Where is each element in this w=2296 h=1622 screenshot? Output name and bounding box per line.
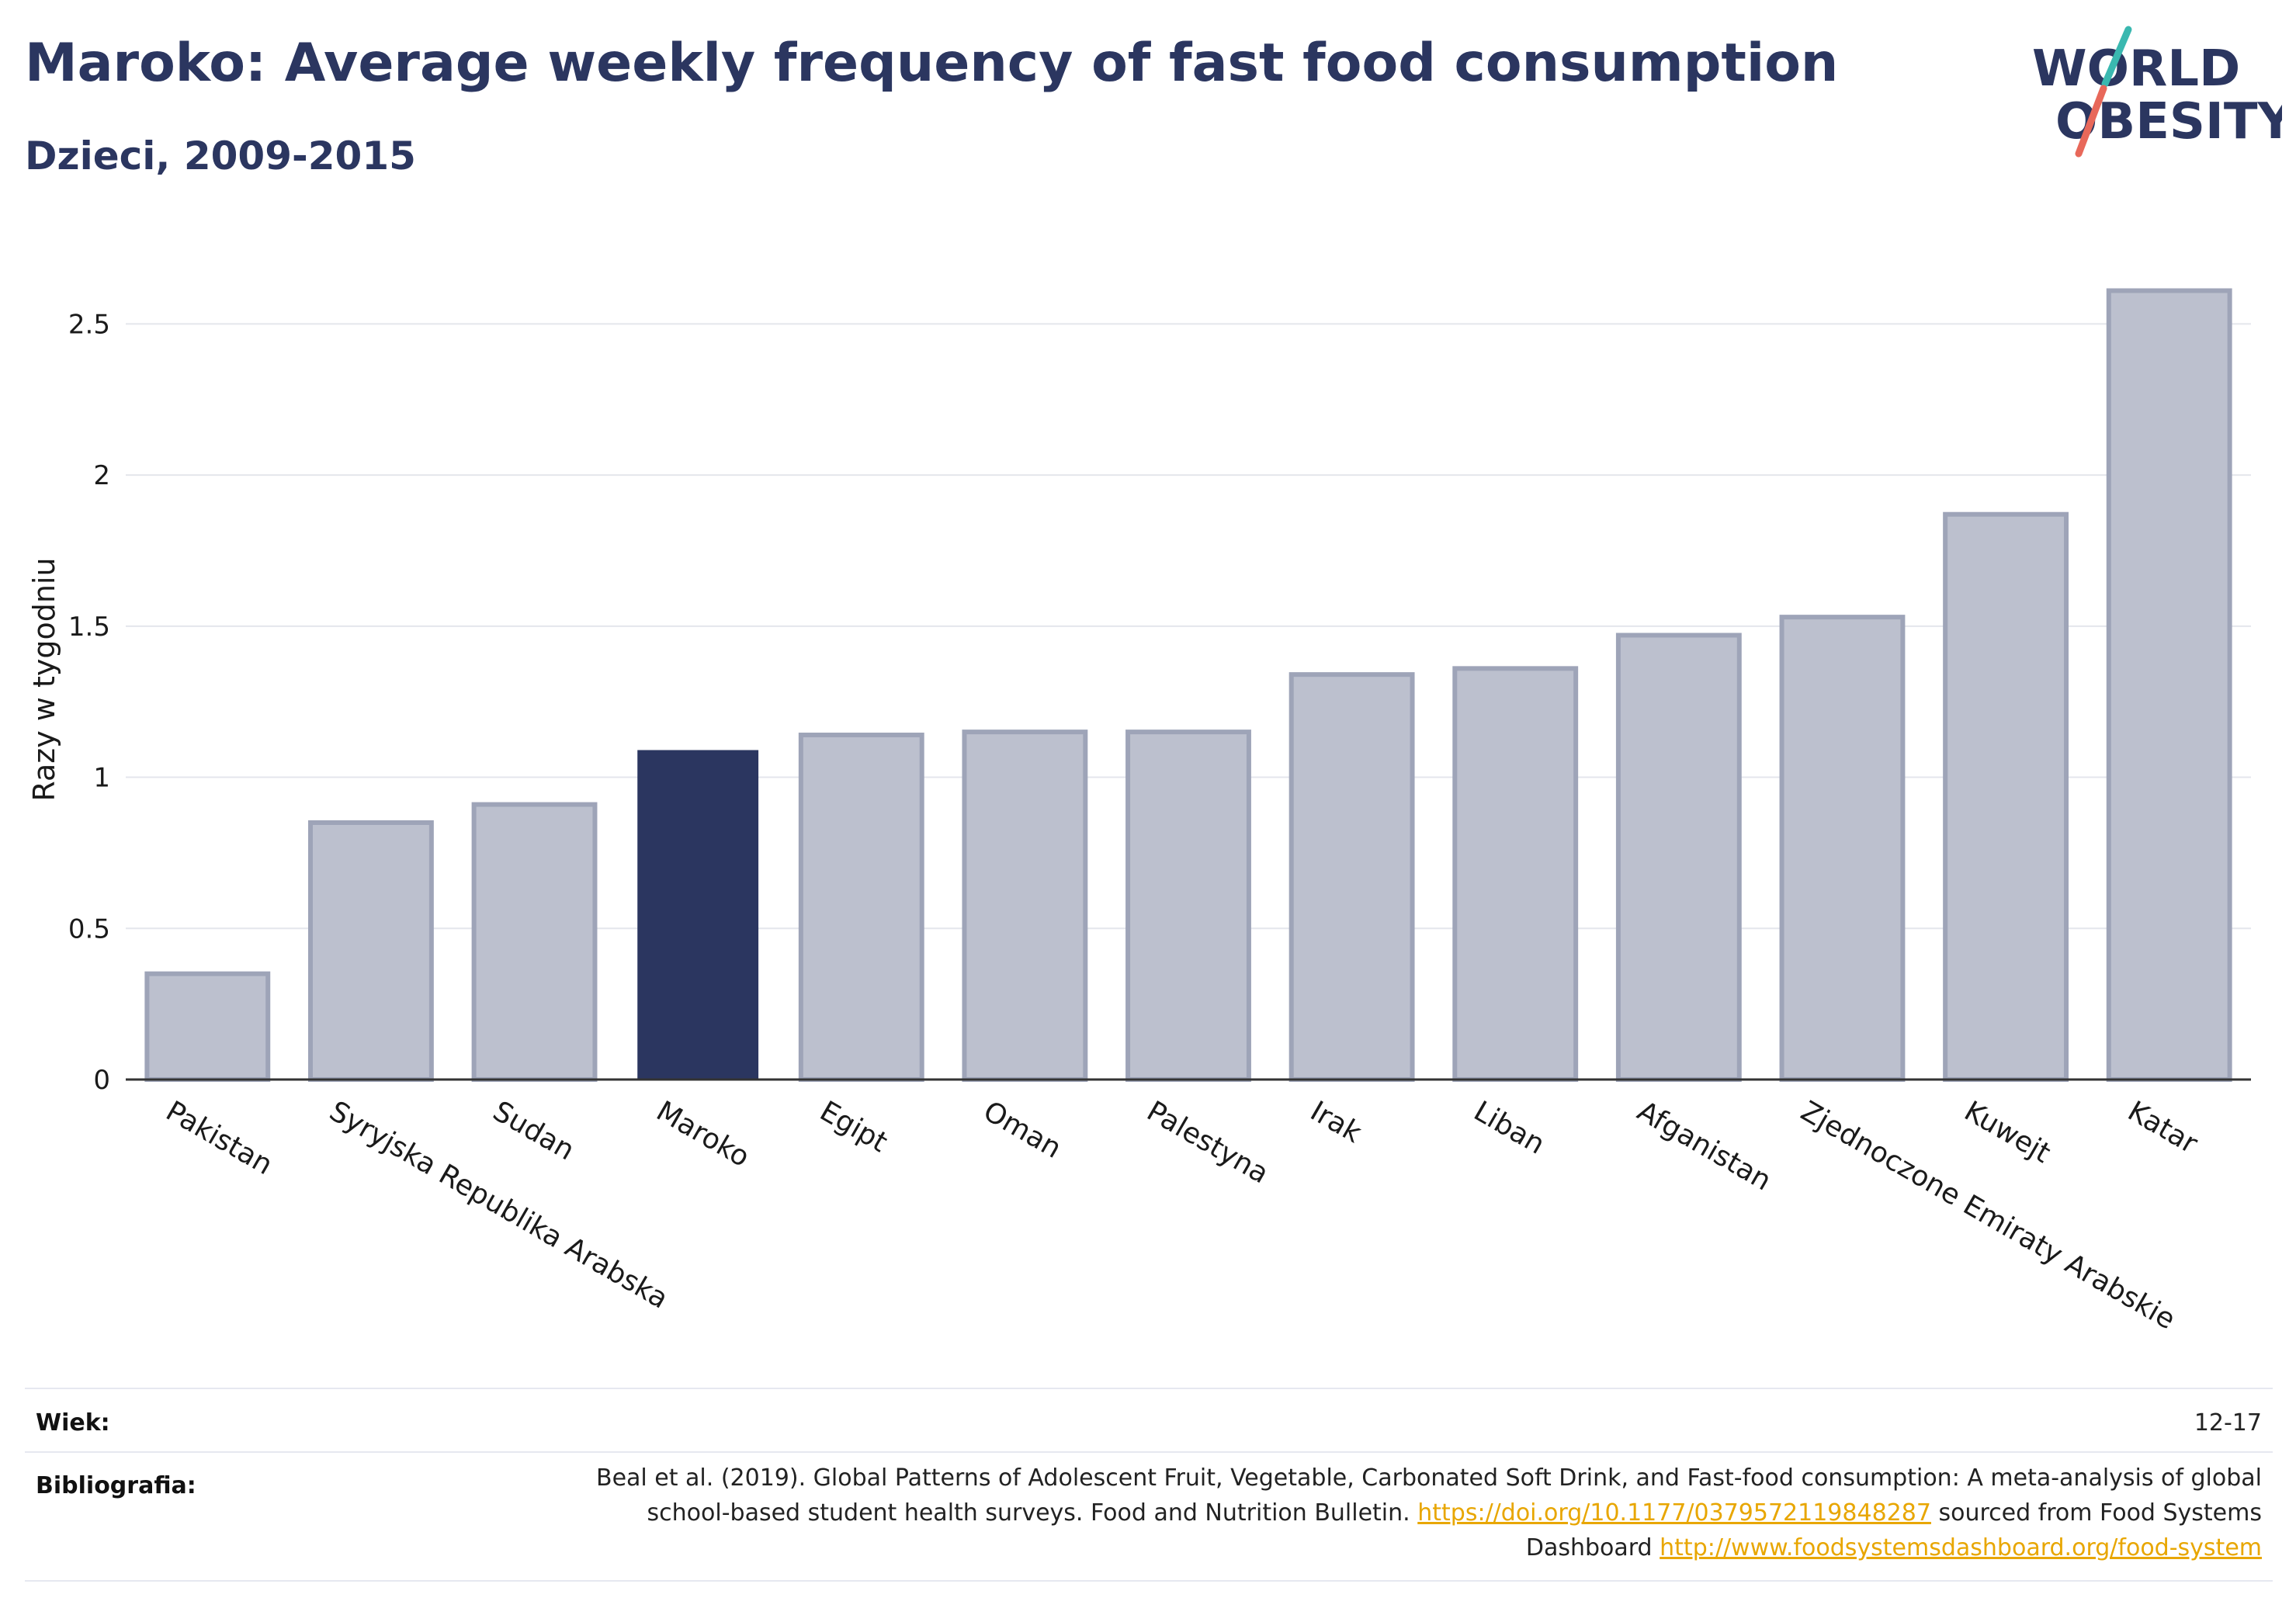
bar-pakistan — [144, 971, 271, 1083]
x-tick-label: Katar — [2122, 1095, 2203, 1160]
x-tick-label: Egipt — [814, 1095, 893, 1159]
bar-egipt — [798, 733, 924, 1082]
x-tick-label: Oman — [978, 1095, 1066, 1165]
y-tick-label: 2.5 — [68, 309, 110, 340]
logo-slash-teal — [2101, 26, 2132, 88]
bar-palestyna — [1125, 730, 1251, 1082]
page-title: Maroko: Average weekly frequency of fast… — [25, 33, 1839, 94]
y-tick-label: 2 — [93, 460, 110, 491]
y-tick-label: 1.5 — [68, 612, 110, 643]
bibliography-source: sourced from Food Systems Dashboard — [1525, 1499, 2262, 1561]
x-tick-label: Kuwejt — [1959, 1095, 2056, 1170]
x-tick-label: Palestyna — [1142, 1095, 1275, 1190]
food-systems-link[interactable]: http://www.foodsystemsdashboard.org/food… — [1660, 1534, 2262, 1561]
bibliography-label: Bibliografia: — [36, 1472, 196, 1499]
x-tick-label: Afganistan — [1632, 1095, 1776, 1197]
bibliography-text: Beal et al. (2019). Global Patterns of A… — [554, 1461, 2262, 1565]
page-subtitle: Dzieci, 2009-2015 — [25, 133, 416, 178]
age-value: 12-17 — [2194, 1409, 2262, 1437]
x-tick-label: Liban — [1469, 1095, 1550, 1160]
bar-irak — [1288, 672, 1415, 1082]
bar-sudan — [471, 802, 598, 1082]
y-axis-label: Razy w tygodniu — [27, 557, 61, 801]
y-tick-label: 1 — [93, 763, 110, 794]
bar-kuwejt — [1943, 511, 2069, 1082]
x-tick-label: Pakistan — [161, 1095, 278, 1181]
bar-oman — [962, 730, 1088, 1082]
x-tick-label: Maroko — [651, 1095, 755, 1173]
y-tick-label: 0 — [93, 1065, 110, 1096]
bar-liban — [1452, 666, 1579, 1082]
bar-syryjska-republika-arabska — [307, 820, 434, 1082]
world-obesity-logo: WORLD OBESITY — [2032, 26, 2282, 158]
footer-divider-top — [25, 1388, 2273, 1389]
x-tick-label: Sudan — [487, 1095, 580, 1166]
bibliography-citation: Beal et al. (2019). Global Patterns of A… — [595, 1464, 2262, 1527]
age-label: Wiek: — [36, 1409, 110, 1437]
logo-slash-red — [2075, 85, 2107, 158]
x-tick-label: Irak — [1305, 1095, 1367, 1149]
bar-katar — [2106, 288, 2232, 1083]
bar-afganistan — [1615, 633, 1742, 1082]
footer-divider-mid — [25, 1451, 2273, 1453]
logo-text-world: WORLD — [2032, 40, 2240, 98]
bar-maroko — [637, 750, 759, 1080]
doi-link[interactable]: https://doi.org/10.1177/0379572119848287 — [1417, 1499, 1931, 1527]
y-tick-label: 0.5 — [68, 913, 110, 944]
footer-divider-bottom — [25, 1580, 2273, 1582]
bar-zjednoczone-emiraty-arabskie — [1779, 615, 1906, 1082]
